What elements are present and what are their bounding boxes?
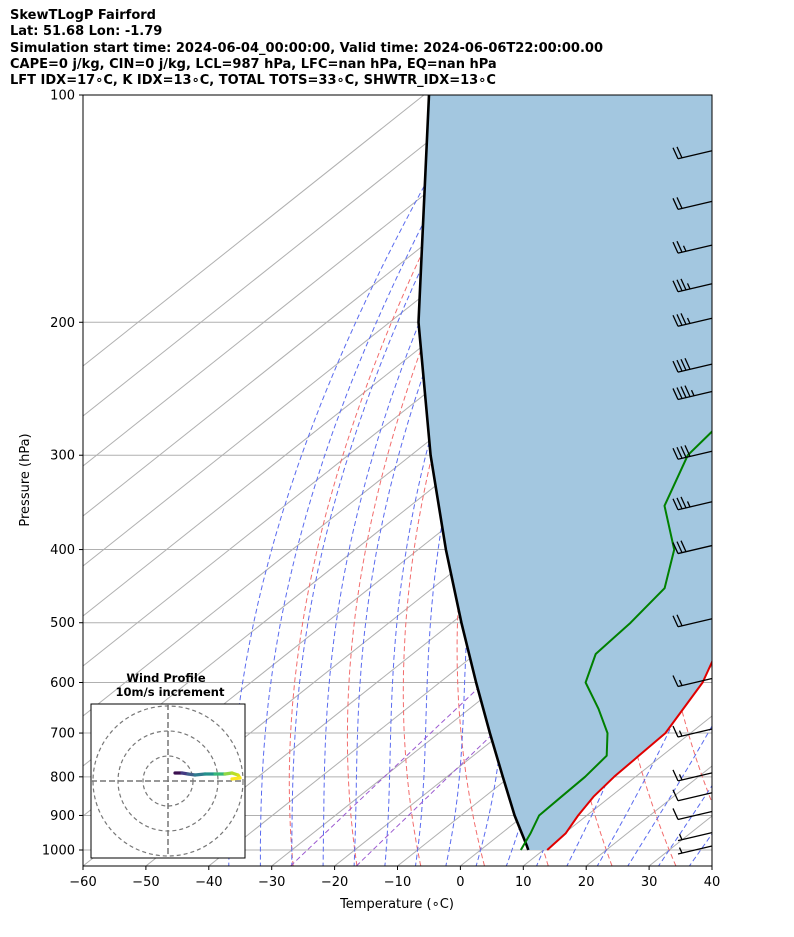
index-line: LFT IDX=17∘C, K IDX=13∘C, TOTAL TOTS=33∘…	[10, 73, 496, 89]
isotherm-line	[83, 95, 551, 467]
dewpoint-line	[519, 430, 712, 851]
hodograph-segment	[230, 776, 242, 781]
dry-adiabat	[786, 95, 794, 866]
x-tick-label: 20	[578, 875, 595, 890]
cin-cape-shading	[418, 95, 712, 850]
temperature-line	[546, 659, 712, 851]
moist-adiabat	[322, 95, 530, 866]
moist-adiabat	[657, 784, 712, 866]
x-tick-label: −20	[321, 875, 348, 890]
wind-barb	[672, 769, 713, 782]
wind-barb	[672, 445, 713, 460]
isotherm-line	[711, 865, 712, 866]
moist-adiabat	[566, 233, 712, 866]
y-axis-label: Pressure (hPa)	[18, 433, 33, 526]
hodograph-subtitle: 10m/s increment	[116, 685, 225, 699]
isotherm-line	[522, 715, 712, 866]
dry-adiabat	[744, 95, 794, 866]
wind-barb	[672, 675, 713, 688]
dry-adiabat	[606, 95, 700, 866]
y-tick-label: 800	[50, 770, 75, 785]
dry-adiabat	[346, 95, 537, 866]
y-tick-label: 600	[50, 676, 75, 691]
wind-barb	[672, 496, 713, 511]
moist-adiabat	[719, 95, 794, 868]
chart-title: SkewTLogP Fairford	[10, 8, 156, 23]
x-tick-label: 0	[456, 875, 464, 890]
y-tick-label: 500	[50, 616, 75, 631]
hodograph-title: Wind Profile	[126, 671, 206, 685]
isotherm-line	[271, 515, 712, 866]
x-tick-label: −50	[132, 875, 159, 890]
stability-line: CAPE=0 j/kg, CIN=0 j/kg, LCL=987 hPa, LF…	[10, 56, 497, 72]
wind-barb	[672, 146, 713, 160]
x-tick-label: 10	[515, 875, 532, 890]
x-tick-label: −40	[195, 875, 222, 890]
chart-header: SkewTLogP Fairford Lat: 51.68 Lon: -1.79…	[10, 8, 603, 89]
wind-barb	[677, 831, 713, 842]
time-line: Simulation start time: 2024-06-04_00:00:…	[10, 40, 603, 56]
wind-barb	[672, 358, 713, 373]
hodograph-rings	[91, 704, 245, 858]
parcel-profile-line	[417, 95, 530, 851]
wind-barb	[672, 240, 713, 254]
dry-adiabat	[288, 95, 505, 866]
wind-barb	[677, 845, 713, 855]
y-tick-label: 900	[50, 809, 75, 824]
isotherm-line	[83, 95, 425, 367]
wind-barb	[672, 197, 713, 210]
wind-barb	[672, 278, 713, 293]
wind-barb	[672, 540, 713, 555]
y-tick-label: 700	[50, 727, 75, 742]
moist-adiabat	[291, 95, 512, 866]
dry-adiabat	[698, 299, 712, 608]
x-axis-label: Temperature (∘C)	[339, 897, 454, 912]
x-tick-label: −60	[69, 875, 96, 890]
x-tick-label: −10	[384, 875, 411, 890]
wind-barb	[672, 789, 713, 802]
wind-barb	[672, 808, 713, 821]
isotherm-line	[83, 95, 488, 417]
x-tick-label: −30	[258, 875, 285, 890]
location-line: Lat: 51.68 Lon: -1.79	[10, 24, 163, 40]
y-tick-label: 1000	[42, 844, 75, 859]
isotherm-line	[775, 95, 794, 866]
y-tick-label: 100	[50, 89, 75, 104]
hodograph-segment	[193, 772, 207, 777]
y-tick-label: 200	[50, 316, 75, 331]
x-tick-label: 40	[704, 875, 721, 890]
mixing-ratio-line	[355, 622, 609, 866]
wind-barb	[672, 385, 713, 401]
wind-barb	[672, 725, 713, 738]
y-tick-label: 300	[50, 449, 75, 464]
x-tick-label: 30	[641, 875, 658, 890]
moist-adiabat	[353, 95, 549, 866]
wind-barb	[672, 614, 713, 628]
moist-adiabat	[228, 95, 478, 866]
y-tick-label: 400	[50, 543, 75, 558]
wind-barb	[672, 313, 713, 327]
